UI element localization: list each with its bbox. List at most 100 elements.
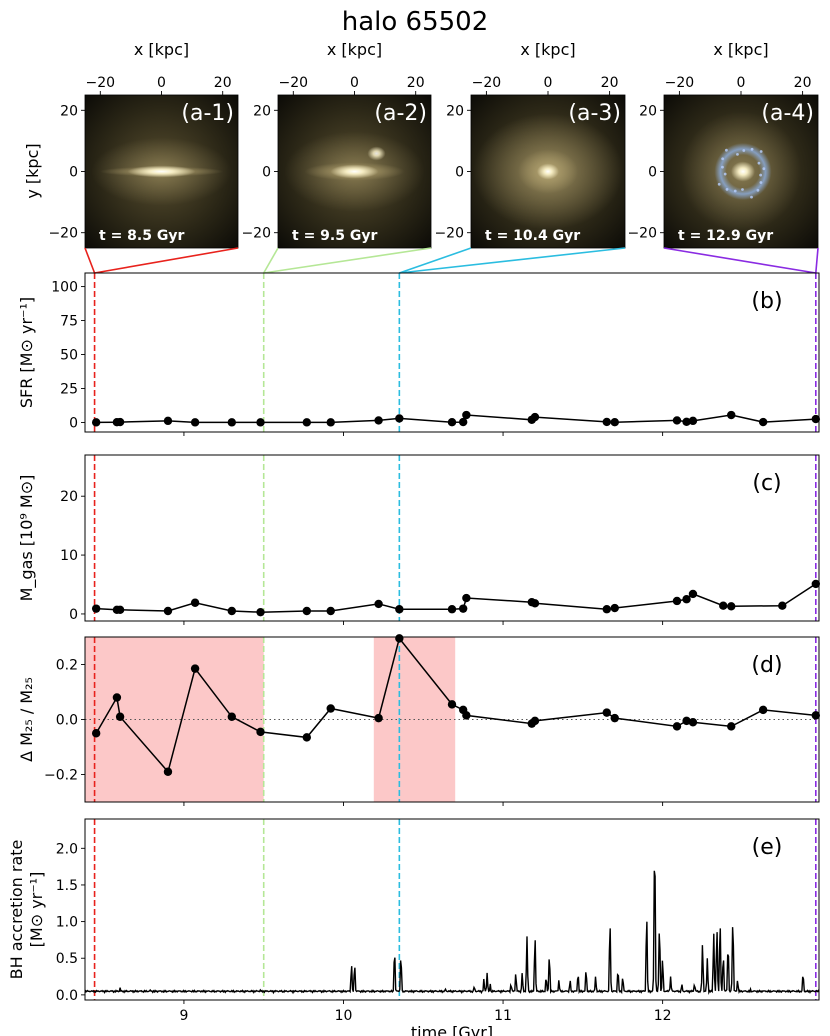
image-ylabel: y [kpc] xyxy=(23,143,42,198)
x-tick-label: 0 xyxy=(157,75,166,91)
connector-line xyxy=(399,247,626,274)
x-tick-label: −20 xyxy=(472,75,502,91)
y-tick-label: 0.2 xyxy=(56,658,78,674)
panel-label: (e) xyxy=(752,835,783,860)
time-series-panels: 0 25 50 75 100 (b) SFR [M⊙ yr⁻¹] 0 10 20 (c) M_gas … xyxy=(7,272,821,1036)
image-xlabel: x [kpc] xyxy=(713,40,768,59)
data-point xyxy=(302,418,311,427)
data-point xyxy=(115,712,125,721)
image-time-label: t = 8.5 Gyr xyxy=(99,228,184,244)
data-point xyxy=(163,416,173,426)
data-point xyxy=(91,418,101,427)
data-point xyxy=(602,417,611,427)
x-tick-label: 0 xyxy=(544,75,553,91)
data-point xyxy=(530,716,540,726)
bh-accretion-line xyxy=(84,870,820,996)
star-cluster-dot xyxy=(723,172,727,176)
image-xlabel: x [kpc] xyxy=(520,40,575,59)
star-cluster-dot xyxy=(741,188,744,191)
y-tick-label: 0 xyxy=(262,165,271,181)
data-point xyxy=(256,607,265,617)
y-tick-label: 0 xyxy=(455,165,464,181)
data-point xyxy=(672,722,682,731)
data-point xyxy=(688,718,698,727)
y-axis-label: Δ M₂₅ / M₂₅ xyxy=(17,677,36,762)
data-point xyxy=(374,416,383,425)
panel-frame xyxy=(84,454,820,622)
data-point xyxy=(374,599,383,609)
connector-line xyxy=(84,247,96,274)
y-tick-label: 0 xyxy=(69,165,78,181)
data-point xyxy=(811,579,821,589)
data-point xyxy=(610,418,619,427)
galaxy-core xyxy=(537,163,559,180)
data-point xyxy=(682,595,691,604)
data-point xyxy=(163,606,173,616)
panel: 0 25 50 75 100 (b) SFR [M⊙ yr⁻¹] xyxy=(17,272,821,436)
y-tick-label: 2.0 xyxy=(56,841,78,857)
connector-line xyxy=(263,247,432,274)
panel-frame xyxy=(84,818,820,1001)
y-tick-label: 0.0 xyxy=(56,988,78,1004)
star-cluster-dot xyxy=(750,195,753,199)
data-point xyxy=(91,604,101,613)
y-axis-label: SFR [M⊙ yr⁻¹] xyxy=(17,297,36,408)
data-point xyxy=(326,418,335,427)
x-tick-label: 10 xyxy=(335,1008,353,1024)
y-tick-label: −20 xyxy=(434,226,464,242)
connector-line xyxy=(815,247,819,274)
data-point xyxy=(462,711,471,720)
data-point xyxy=(530,599,540,608)
data-point xyxy=(688,416,698,426)
star-cluster-dot xyxy=(750,147,754,151)
data-point xyxy=(602,605,611,614)
data-point xyxy=(610,713,619,723)
data-point xyxy=(610,603,619,613)
data-point xyxy=(115,605,125,615)
x-tick-label: 0 xyxy=(350,75,359,91)
y-tick-label: 1.0 xyxy=(56,915,78,931)
data-point xyxy=(190,418,200,427)
x-tick-label: 20 xyxy=(407,75,425,91)
data-point xyxy=(811,414,821,424)
panel-label: (b) xyxy=(751,289,782,314)
data-point xyxy=(458,417,468,427)
data-point xyxy=(778,601,787,610)
y-tick-label: 25 xyxy=(60,382,78,398)
data-point xyxy=(602,708,611,717)
data-point xyxy=(256,418,265,427)
connector-lines xyxy=(84,247,819,274)
data-point xyxy=(682,716,691,726)
image-panel-label: (a-1) xyxy=(181,101,234,126)
figure-title: halo 65502 xyxy=(342,7,489,37)
y-tick-label: 20 xyxy=(446,103,464,119)
image-panel-label: (a-3) xyxy=(568,101,621,126)
galaxy-core xyxy=(330,164,379,179)
image-panel-label: (a-2) xyxy=(374,101,427,126)
y-tick-label: 0 xyxy=(648,165,657,181)
y-tick-label: 20 xyxy=(60,489,78,505)
star-cluster-dot xyxy=(724,148,728,152)
data-point xyxy=(256,727,265,737)
galaxy-core xyxy=(127,165,196,178)
data-point xyxy=(530,412,540,422)
data-point xyxy=(302,606,311,616)
y-tick-label: 20 xyxy=(639,103,657,119)
y-axis-label: [M⊙ yr⁻¹] xyxy=(27,872,46,948)
x-axis-label: time [Gyr] xyxy=(411,1023,493,1036)
star-cluster-dot xyxy=(759,181,763,184)
star-cluster-dot xyxy=(759,173,763,177)
galaxy-render xyxy=(284,131,425,212)
x-tick-label: −20 xyxy=(86,75,116,91)
data-point xyxy=(112,693,122,702)
x-tick-label: 20 xyxy=(601,75,619,91)
x-tick-label: 9 xyxy=(179,1008,188,1024)
galaxy-image-panel: −20 0 20 20 0 −20 x [kpc] (a-1) t = 8.5 Gyr xyxy=(48,40,239,249)
y-tick-label: −20 xyxy=(48,226,78,242)
y-tick-label: 0.5 xyxy=(56,951,78,967)
star-cluster-dot xyxy=(725,187,729,191)
x-tick-label: 20 xyxy=(794,75,812,91)
panel: −0.2 0.0 0.2 (d) Δ M₂₅ / M₂₅ xyxy=(17,634,821,806)
data-point xyxy=(758,705,768,715)
x-tick-label: 20 xyxy=(214,75,232,91)
